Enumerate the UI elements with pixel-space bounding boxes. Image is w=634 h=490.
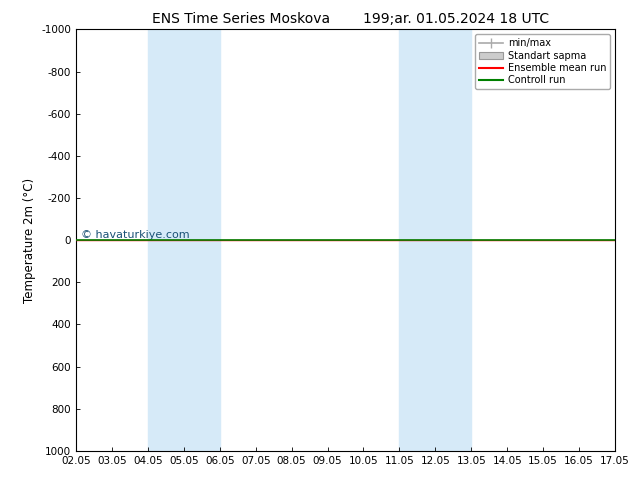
Text: ENS Time Series Moskova: ENS Time Series Moskova: [152, 12, 330, 26]
Text: 199;ar. 01.05.2024 18 UTC: 199;ar. 01.05.2024 18 UTC: [363, 12, 550, 26]
Legend: min/max, Standart sapma, Ensemble mean run, Controll run: min/max, Standart sapma, Ensemble mean r…: [475, 34, 610, 89]
Bar: [399, 29, 471, 451]
Y-axis label: Temperature 2m (°C): Temperature 2m (°C): [23, 177, 36, 303]
Bar: [148, 29, 220, 451]
Text: © havaturkiye.com: © havaturkiye.com: [81, 230, 190, 240]
